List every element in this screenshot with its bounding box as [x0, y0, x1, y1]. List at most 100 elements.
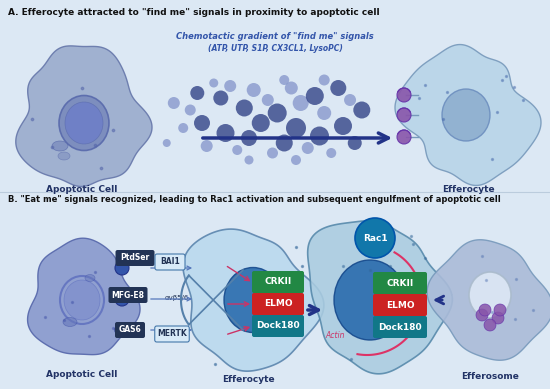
- Point: [510, 315, 519, 322]
- Text: Rac1: Rac1: [362, 233, 387, 242]
- Point: [210, 361, 219, 367]
- Circle shape: [397, 88, 411, 102]
- FancyBboxPatch shape: [155, 326, 189, 342]
- Point: [439, 116, 448, 122]
- Point: [85, 333, 94, 339]
- Circle shape: [334, 117, 352, 135]
- Point: [47, 144, 56, 150]
- Point: [409, 241, 417, 247]
- Point: [91, 142, 100, 149]
- Circle shape: [492, 312, 504, 324]
- Circle shape: [115, 292, 129, 306]
- Point: [512, 276, 520, 282]
- Text: CRKII: CRKII: [265, 277, 292, 287]
- Point: [298, 263, 306, 269]
- Ellipse shape: [63, 317, 77, 326]
- Text: Chemotactic gradient of "find me" signals: Chemotactic gradient of "find me" signal…: [176, 32, 374, 41]
- Circle shape: [213, 91, 228, 105]
- Point: [481, 277, 490, 284]
- Circle shape: [331, 80, 346, 96]
- Circle shape: [115, 323, 129, 337]
- Circle shape: [348, 136, 362, 150]
- Circle shape: [317, 106, 331, 120]
- Text: MERTK: MERTK: [157, 329, 187, 338]
- Circle shape: [267, 147, 278, 158]
- Circle shape: [247, 83, 261, 97]
- FancyBboxPatch shape: [252, 271, 304, 293]
- Circle shape: [232, 145, 242, 155]
- Ellipse shape: [442, 89, 490, 141]
- Point: [109, 127, 118, 133]
- Circle shape: [484, 319, 496, 331]
- Circle shape: [262, 94, 274, 106]
- Text: BAI1: BAI1: [160, 258, 180, 266]
- Circle shape: [168, 97, 180, 109]
- FancyBboxPatch shape: [373, 294, 427, 316]
- Point: [338, 263, 347, 269]
- Point: [487, 156, 496, 162]
- FancyBboxPatch shape: [155, 254, 185, 270]
- Point: [406, 233, 415, 239]
- Polygon shape: [307, 221, 452, 374]
- Circle shape: [318, 75, 329, 86]
- Text: ELMO: ELMO: [263, 300, 292, 308]
- Polygon shape: [28, 238, 140, 355]
- Circle shape: [344, 94, 356, 106]
- Point: [347, 356, 356, 362]
- FancyBboxPatch shape: [115, 322, 145, 338]
- Circle shape: [190, 86, 204, 100]
- Point: [292, 244, 300, 250]
- Circle shape: [201, 140, 213, 152]
- Text: Apoptotic Cell: Apoptotic Cell: [46, 370, 118, 379]
- Circle shape: [476, 309, 488, 321]
- Point: [68, 298, 76, 305]
- Circle shape: [310, 126, 329, 145]
- Circle shape: [163, 139, 170, 147]
- Circle shape: [252, 114, 270, 132]
- Point: [90, 269, 99, 275]
- Circle shape: [293, 95, 309, 111]
- Circle shape: [245, 156, 254, 165]
- Text: Efferosome: Efferosome: [461, 372, 519, 381]
- Circle shape: [279, 75, 289, 85]
- Text: Efferocyte: Efferocyte: [222, 375, 274, 384]
- Point: [41, 314, 50, 321]
- Circle shape: [224, 80, 236, 92]
- Circle shape: [397, 130, 411, 144]
- Circle shape: [326, 148, 336, 158]
- Point: [509, 84, 518, 90]
- Text: Dock180: Dock180: [378, 322, 422, 331]
- Circle shape: [178, 123, 188, 133]
- Point: [519, 96, 527, 103]
- Circle shape: [217, 124, 234, 142]
- Text: ELMO: ELMO: [386, 300, 414, 310]
- Polygon shape: [427, 240, 550, 360]
- FancyBboxPatch shape: [116, 250, 155, 266]
- Point: [421, 82, 430, 88]
- Point: [393, 315, 402, 321]
- FancyBboxPatch shape: [373, 272, 427, 294]
- Ellipse shape: [58, 152, 70, 160]
- Point: [420, 255, 429, 261]
- FancyBboxPatch shape: [252, 293, 304, 315]
- Point: [415, 95, 424, 102]
- Circle shape: [115, 261, 129, 275]
- Circle shape: [302, 142, 314, 154]
- Circle shape: [268, 103, 287, 123]
- Text: Efferocyte: Efferocyte: [442, 185, 494, 194]
- Point: [366, 267, 375, 273]
- Ellipse shape: [224, 268, 282, 333]
- Polygon shape: [16, 46, 152, 186]
- Text: CRKII: CRKII: [386, 279, 414, 287]
- Circle shape: [286, 118, 306, 138]
- Text: Apoptotic Cell: Apoptotic Cell: [46, 185, 118, 194]
- Circle shape: [353, 102, 370, 119]
- Circle shape: [285, 82, 298, 95]
- Text: B. "Eat me" signals recognized, leading to Rac1 activation and subsequent engulf: B. "Eat me" signals recognized, leading …: [8, 195, 500, 204]
- Point: [442, 88, 451, 95]
- Point: [488, 309, 497, 315]
- Circle shape: [355, 218, 395, 258]
- Point: [386, 263, 394, 269]
- Circle shape: [397, 108, 411, 122]
- Text: GAS6: GAS6: [119, 326, 141, 335]
